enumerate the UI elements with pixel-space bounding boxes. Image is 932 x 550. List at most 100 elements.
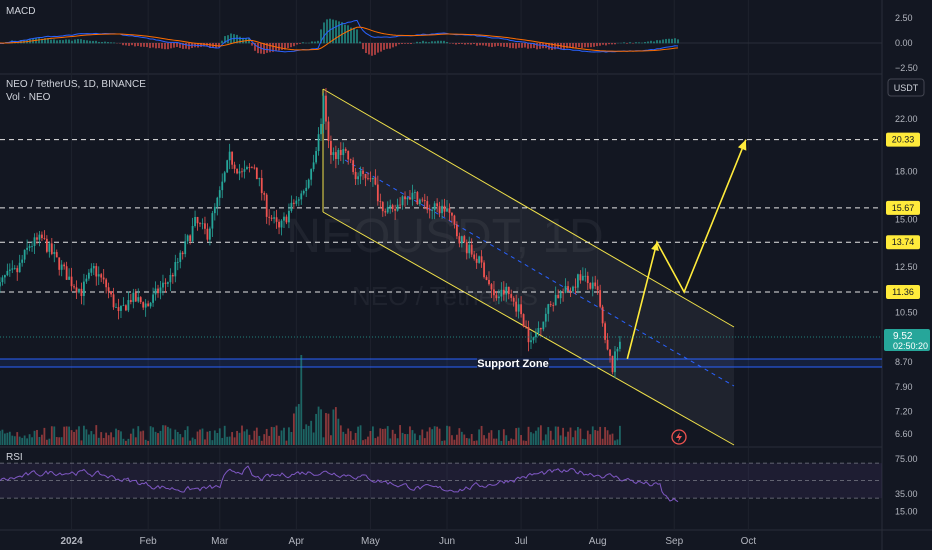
volume-bar bbox=[579, 428, 582, 445]
time-axis[interactable]: 2024 Feb Mar Apr May Jun Jul Aug Sep Oct bbox=[60, 536, 756, 547]
candle-body bbox=[532, 337, 535, 341]
candle-body bbox=[87, 272, 90, 279]
candle-body bbox=[275, 217, 278, 222]
candle-body bbox=[181, 252, 184, 255]
channel-upper-line[interactable] bbox=[322, 88, 735, 328]
macd-panel[interactable] bbox=[0, 18, 882, 56]
macd-histogram-bar bbox=[182, 43, 184, 49]
volume-bar bbox=[63, 426, 66, 445]
macd-histogram-bar bbox=[629, 42, 631, 44]
macd-histogram-bar bbox=[38, 38, 40, 44]
volume-bar bbox=[70, 430, 73, 445]
candle-body bbox=[369, 178, 372, 180]
volume-bar bbox=[599, 426, 602, 445]
macd-histogram-bar bbox=[68, 39, 70, 44]
volume-bar bbox=[6, 432, 9, 445]
macd-histogram-bar bbox=[239, 36, 241, 44]
candle-body bbox=[206, 228, 209, 240]
volume-bar bbox=[572, 437, 574, 445]
macd-histogram-bar bbox=[392, 43, 394, 48]
macd-histogram-bar bbox=[221, 40, 223, 44]
candle-body bbox=[315, 151, 317, 163]
volume-bar bbox=[359, 425, 362, 445]
candle-body bbox=[604, 323, 606, 340]
candle-body bbox=[50, 243, 53, 254]
price-tick-label: 12.50 bbox=[895, 262, 918, 272]
volume-bar bbox=[591, 426, 594, 445]
candle-body bbox=[586, 275, 589, 284]
candle-body bbox=[441, 205, 443, 214]
volume-bar bbox=[290, 432, 293, 445]
projection-path[interactable] bbox=[626, 139, 747, 360]
currency-badge[interactable] bbox=[887, 78, 925, 97]
price-axis[interactable]: 22.00 18.00 15.00 12.50 10.50 8.70 7.90 7.20 6.6… bbox=[895, 13, 918, 516]
candle-body bbox=[307, 179, 310, 188]
macd-histogram-bar bbox=[257, 43, 259, 54]
price-tick-label: 22.00 bbox=[895, 114, 918, 124]
candle-body bbox=[302, 191, 305, 194]
macd-histogram-bar bbox=[512, 43, 514, 49]
volume-bar bbox=[485, 438, 488, 445]
candle-body bbox=[110, 291, 112, 295]
candle-body bbox=[549, 304, 552, 306]
volume-bar bbox=[221, 437, 224, 445]
candle-body bbox=[421, 199, 424, 201]
candle-body bbox=[426, 201, 429, 210]
volume-bar bbox=[78, 426, 80, 445]
macd-histogram-bar bbox=[158, 43, 160, 49]
macd-tick-label: 2.50 bbox=[895, 13, 913, 23]
candle-body bbox=[196, 216, 199, 224]
volume-bar bbox=[520, 435, 523, 445]
macd-histogram-bar bbox=[671, 38, 673, 44]
candle-body bbox=[189, 235, 192, 241]
level-tag bbox=[886, 132, 920, 147]
volume-bar bbox=[399, 425, 401, 445]
volume-bar bbox=[199, 429, 201, 445]
flash-icon[interactable] bbox=[671, 429, 687, 445]
rsi-panel[interactable] bbox=[0, 462, 882, 503]
candle-body bbox=[92, 266, 95, 269]
candle-body bbox=[344, 149, 347, 151]
candle-body bbox=[292, 202, 295, 204]
candle-body bbox=[221, 181, 224, 191]
candle-body bbox=[349, 159, 352, 161]
volume-bar bbox=[465, 438, 468, 445]
volume-bar bbox=[362, 440, 364, 445]
candle-body bbox=[260, 178, 263, 194]
macd-histogram-bar bbox=[80, 39, 82, 44]
macd-histogram-bar bbox=[353, 27, 355, 44]
price-candles[interactable] bbox=[0, 87, 621, 378]
macd-histogram-bar bbox=[272, 43, 274, 52]
volume-bar bbox=[473, 440, 476, 445]
projection-arrowhead bbox=[737, 139, 747, 151]
current-price-tag[interactable] bbox=[884, 329, 930, 351]
candle-body bbox=[416, 192, 419, 205]
candle-body bbox=[455, 224, 458, 237]
candle-body bbox=[8, 269, 11, 271]
candle-body bbox=[70, 276, 73, 287]
candle-body bbox=[468, 244, 471, 254]
candle-body bbox=[463, 236, 466, 243]
candle-body bbox=[423, 200, 426, 202]
macd-histogram-bar bbox=[368, 43, 370, 55]
macd-histogram-bar bbox=[188, 43, 190, 50]
candle-body bbox=[194, 216, 196, 226]
macd-histogram-bar bbox=[623, 42, 625, 44]
symbol-title[interactable]: NEO / TetherUS, 1D, BINANCE bbox=[6, 79, 146, 90]
volume-bar bbox=[478, 429, 481, 445]
macd-histogram-bar bbox=[494, 43, 496, 47]
candle-body bbox=[325, 95, 327, 122]
candle-body bbox=[179, 252, 182, 262]
candle-body bbox=[127, 300, 130, 311]
horizontal-levels[interactable]: 20.33 15.67 13.74 11.36 bbox=[0, 132, 920, 300]
volume-bar bbox=[507, 440, 510, 445]
candle-body bbox=[270, 217, 273, 219]
candle-body bbox=[223, 172, 226, 182]
candle-body bbox=[268, 216, 271, 218]
candle-body bbox=[280, 220, 283, 228]
macd-histogram-bar bbox=[347, 25, 349, 44]
volume-bar bbox=[510, 438, 513, 445]
volume-bar bbox=[401, 432, 404, 445]
